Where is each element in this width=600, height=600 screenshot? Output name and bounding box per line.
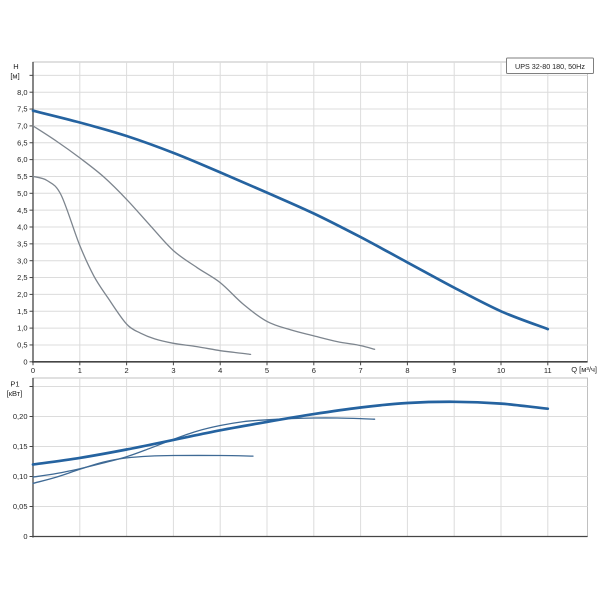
y-tick-label: 0,15 (13, 442, 28, 451)
y-tick-label: 7,0 (17, 122, 27, 131)
y-tick-label: 0,05 (13, 502, 28, 511)
curve-speed-3-selected (31, 109, 550, 331)
curve-speed-2 (32, 125, 376, 350)
y-tick-label: 5,0 (17, 189, 27, 198)
y-tick-label: 0,10 (13, 472, 28, 481)
x-tick-label: 3 (171, 366, 175, 375)
curve-p1-speed-3-selected (31, 400, 550, 466)
y-tick-label: 0 (23, 532, 27, 541)
x-tick-label: 4 (218, 366, 222, 375)
flow-axis-label: Q [м³/ч] (571, 365, 597, 374)
pump-type-title-box: UPS 32-80 180, 50Hz (506, 57, 594, 74)
pump-type-title-text: UPS 32-80 180, 50Hz (515, 62, 585, 71)
x-tick-label: 2 (125, 366, 129, 375)
x-tick-label: 6 (312, 366, 316, 375)
head-axis-unit-label: [м] (10, 72, 19, 81)
y-tick-label: 3,5 (17, 239, 27, 248)
power-input-curve: 0 0,05 0,10 0,15 0,20 (13, 377, 588, 541)
y-tick-label: 4,5 (17, 206, 27, 215)
x-tick-label: 1 (78, 366, 82, 375)
head-capacity-curve: 0 0,5 1,0 1,5 2,0 2,5 3,0 3,5 4,0 4,5 5,0 5,5 6,0 6,5… (17, 61, 588, 375)
y-tick-label: 2,0 (17, 290, 27, 299)
x-tick-label: 8 (405, 366, 409, 375)
y-tick-label: 0 (23, 357, 27, 366)
y-tick-label: 1,5 (17, 307, 27, 316)
y-tick-label: 6,0 (17, 155, 27, 164)
curve-speed-1 (32, 175, 252, 356)
power-axis-unit-label: [кВт] (7, 389, 23, 398)
y-tick-label: 0,20 (13, 412, 28, 421)
y-tick-label: 1,0 (17, 324, 27, 333)
curve-p1-speed-1 (32, 454, 254, 485)
y-tick-label: 4,0 (17, 223, 27, 232)
y-tick-label: 2,5 (17, 273, 27, 282)
charts-generated-layer: 0 0,5 1,0 1,5 2,0 2,5 3,0 3,5 4,0 4,5 5,0 5,5 6,0 6,5… (13, 61, 588, 541)
x-tick-label: 5 (265, 366, 269, 375)
x-tick-label: 0 (31, 366, 35, 375)
pump-type-title-box-border (506, 57, 594, 74)
plot-border (32, 377, 588, 537)
x-tick-label: 9 (452, 366, 456, 375)
y-tick-label: 8,0 (17, 88, 27, 97)
y-tick-label: 0,5 (17, 341, 27, 350)
head-axis-label: H (13, 62, 18, 71)
y-tick-label: 5,5 (17, 172, 27, 181)
x-tick-label: 11 (544, 366, 552, 375)
x-tick-label: 7 (359, 366, 363, 375)
y-tick-label: 3,0 (17, 256, 27, 265)
y-tick-label: 6,5 (17, 138, 27, 147)
curve-p1-speed-2 (32, 417, 376, 478)
y-tick-label: 7,5 (17, 105, 27, 114)
x-tick-label: 10 (497, 366, 505, 375)
power-axis-label: P1 (10, 380, 19, 389)
